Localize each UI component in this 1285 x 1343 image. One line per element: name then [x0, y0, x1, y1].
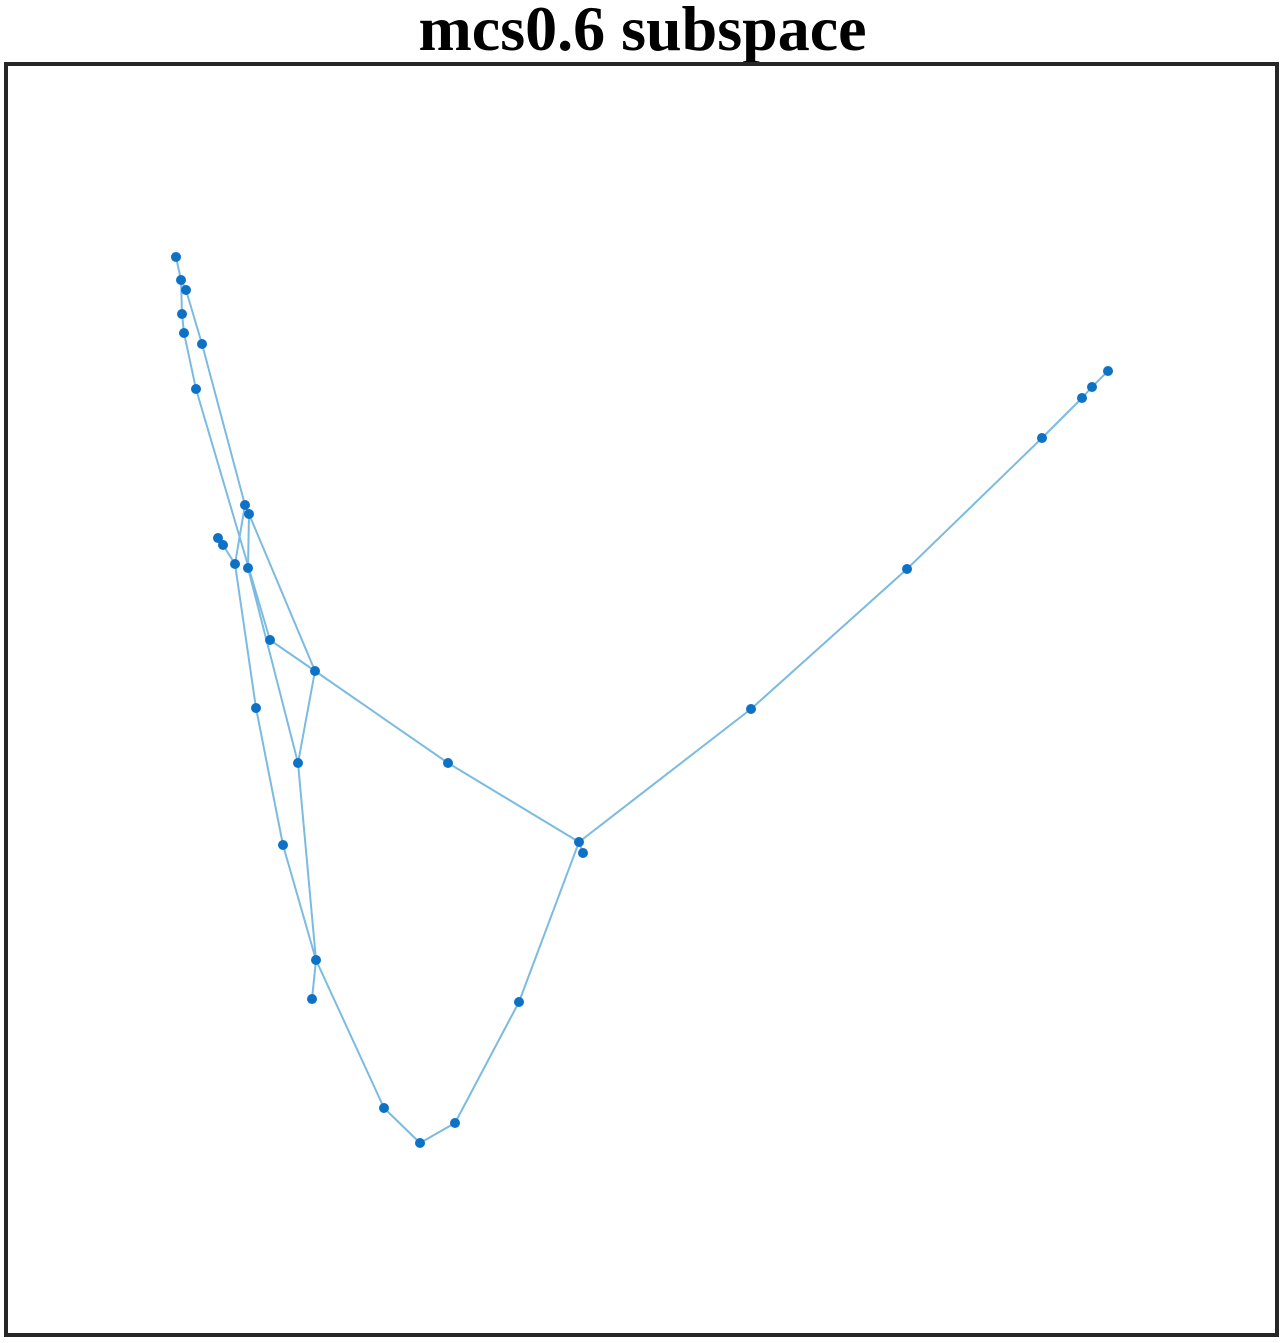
graph-edge	[185, 289, 203, 345]
graph-edge	[247, 567, 299, 764]
graph-edge	[234, 504, 246, 565]
graph-edge	[314, 670, 449, 764]
graph-edge	[297, 762, 317, 961]
graph-edge	[454, 1001, 520, 1124]
nodes-layer	[171, 252, 1113, 1148]
graph-edge	[255, 707, 284, 846]
graph-node	[181, 285, 191, 295]
graph-node	[244, 509, 254, 519]
graph-edge	[234, 563, 257, 709]
graph-node	[230, 559, 240, 569]
graph-node	[179, 328, 189, 338]
graph-edge	[201, 343, 246, 506]
plot-frame	[4, 62, 1279, 1337]
graph-edge	[180, 279, 183, 315]
graph-node	[1037, 433, 1047, 443]
graph-edge	[447, 762, 580, 843]
graph-node	[415, 1138, 425, 1148]
graph-node	[265, 635, 275, 645]
graph-edge	[195, 388, 271, 641]
graph-edge	[315, 959, 385, 1109]
graph-edge	[269, 639, 316, 672]
figure-title: mcs0.6 subspace	[418, 0, 867, 64]
graph-edge	[247, 513, 250, 569]
graph-edge	[906, 437, 1043, 570]
graph-node	[191, 384, 201, 394]
graph-node	[379, 1103, 389, 1113]
graph-node	[746, 704, 756, 714]
graph-edge	[297, 670, 316, 764]
graph-edge	[518, 841, 580, 1003]
graph-node	[240, 500, 250, 510]
graph-node	[197, 339, 207, 349]
graph-node	[578, 848, 588, 858]
edges-layer	[175, 256, 1109, 1144]
graph-edge	[282, 844, 317, 961]
graph-edge	[183, 332, 197, 390]
graph-node	[443, 758, 453, 768]
graph-node	[176, 275, 186, 285]
graph-edge	[383, 1107, 421, 1144]
graph-node	[171, 252, 181, 262]
graph-edge	[248, 513, 316, 672]
graph-node	[574, 837, 584, 847]
graph-node	[177, 309, 187, 319]
graph-edge	[1041, 397, 1083, 439]
graph-edge	[750, 568, 908, 710]
graph-node	[450, 1118, 460, 1128]
graph-edge	[419, 1122, 456, 1144]
graph-node	[251, 703, 261, 713]
graph-edge	[311, 959, 317, 1000]
graph-node	[1087, 382, 1097, 392]
graph-edge	[578, 708, 752, 843]
graph-node	[213, 533, 223, 543]
graph-node	[307, 994, 317, 1004]
graph-node	[1103, 366, 1113, 376]
graph-node	[243, 563, 253, 573]
graph-node	[310, 666, 320, 676]
graph-node	[514, 997, 524, 1007]
graph-node	[902, 564, 912, 574]
graph-node	[293, 758, 303, 768]
graph-node	[1077, 393, 1087, 403]
graph-node	[311, 955, 321, 965]
graph-node	[218, 540, 228, 550]
graph-node	[278, 840, 288, 850]
